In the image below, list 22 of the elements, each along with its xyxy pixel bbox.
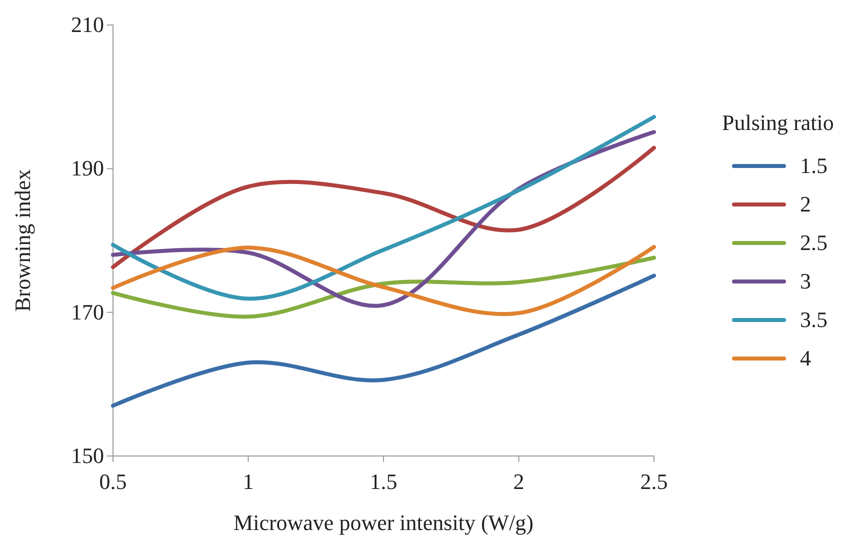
legend-label: 2 [800, 192, 811, 216]
y-axis-title: Browning index [10, 169, 35, 312]
x-tick-label: 2 [513, 469, 524, 494]
x-tick-label: 1.5 [370, 469, 398, 494]
legend-label: 3.5 [800, 307, 828, 332]
x-axis-title: Microwave power intensity (W/g) [234, 510, 534, 535]
legend-title: Pulsing ratio [722, 110, 834, 135]
legend-label: 2.5 [800, 230, 828, 255]
line-series [111, 256, 656, 319]
y-tick-label: 170 [71, 299, 104, 324]
x-tick-label: 2.5 [640, 469, 668, 494]
x-tick-label: 0.5 [99, 469, 127, 494]
y-tick-label: 190 [71, 156, 104, 181]
legend-label: 1.5 [800, 153, 828, 178]
line-series [111, 146, 656, 270]
y-tick-label: 210 [71, 12, 104, 38]
x-tick-label: 1 [242, 469, 254, 494]
y-tick-label: 150 [71, 443, 104, 468]
line-series [111, 274, 656, 408]
line-series [111, 244, 656, 316]
legend-label: 3 [800, 268, 811, 294]
legend-label: 4 [800, 346, 811, 370]
